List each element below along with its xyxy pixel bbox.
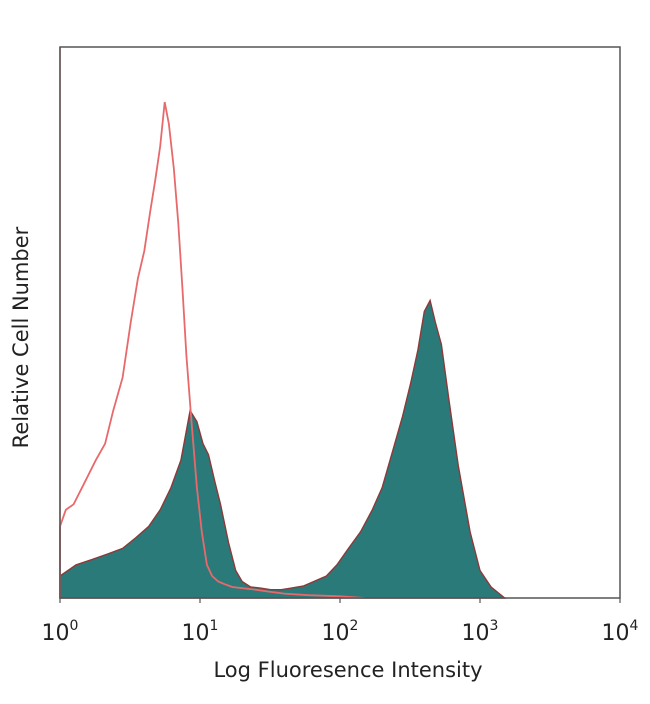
x-tick-label: 104 — [602, 618, 639, 646]
plot-frame — [59, 46, 621, 599]
x-axis-label: Log Fluoresence Intensity — [213, 658, 482, 682]
plot-area — [59, 47, 507, 599]
control-histogram-line — [59, 101, 365, 599]
x-tick-label: 101 — [182, 618, 219, 646]
stained-histogram-area — [59, 298, 507, 599]
x-tick-label: 100 — [42, 618, 79, 646]
y-axis-label: Relative Cell Number — [9, 226, 33, 448]
x-tick-label: 102 — [322, 618, 359, 646]
x-axis-ticks: 100 101 102 103 104 — [42, 598, 639, 646]
x-tick-label: 103 — [462, 618, 499, 646]
